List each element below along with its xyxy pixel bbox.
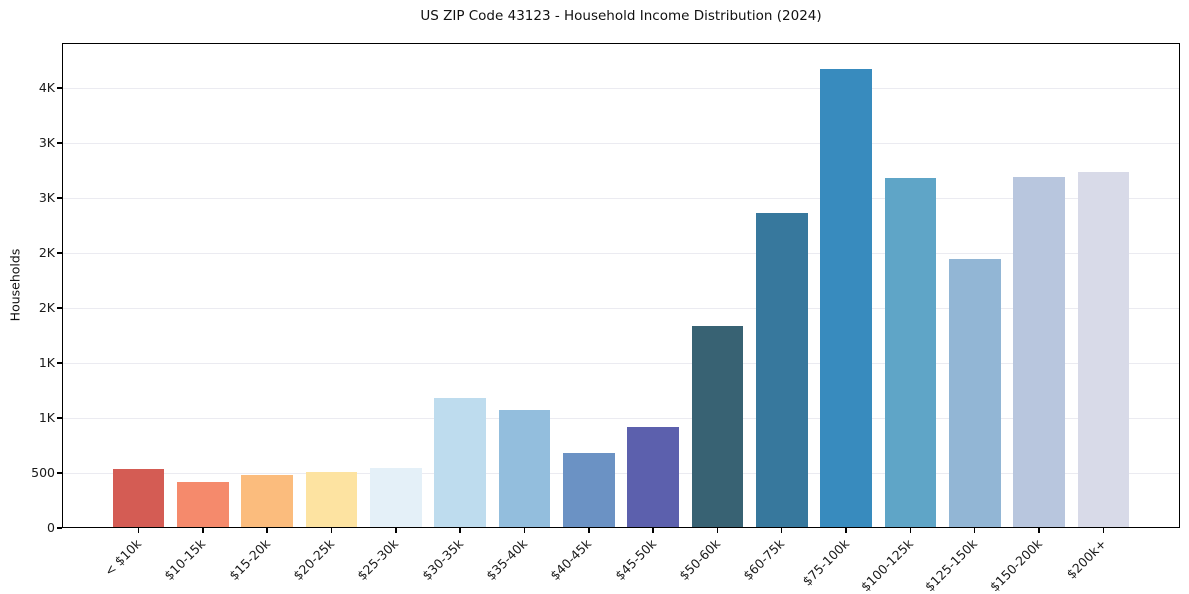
x-tick-mark [1102,528,1105,533]
gridline [62,87,1180,89]
x-tick-mark [909,528,912,533]
x-tick-mark [974,528,976,533]
x-tick-mark [523,528,526,533]
gridline [62,472,1180,474]
y-tick-label: 1K [38,410,55,426]
x-tick-mark [202,528,204,533]
x-tick-label-text: $25-30k [354,536,402,584]
bar [691,325,744,528]
x-tick-mark [652,528,654,533]
bar [884,178,937,528]
y-tick-label: 4K [38,80,55,96]
bar [112,469,165,528]
x-tick-label-text: $20-25k [290,536,338,584]
gridline [62,362,1180,364]
x-tick-label-text: $150-200k [986,536,1045,594]
x-tick-label-text: $200k+ [1063,536,1110,582]
bar [305,472,358,528]
y-tick-label: 3K [38,135,55,151]
x-tick-mark [330,528,333,533]
y-tick-mark [57,87,62,89]
bar [434,398,486,528]
bar [756,213,808,528]
x-tick-mark [459,528,461,533]
x-tick-label-text: $50-60k [676,536,724,584]
bar [177,482,229,528]
y-tick-label: 2K [38,245,55,261]
y-tick-mark [57,142,62,144]
bar [563,453,615,528]
x-tick-label-text: $10-15k [161,536,209,584]
gridline [62,142,1180,144]
bar [241,475,293,528]
x-tick-mark [137,528,140,533]
gridline [62,307,1180,309]
y-tick-mark [57,362,62,364]
x-tick-mark [588,528,590,533]
x-tick-mark [845,528,847,533]
bar [1013,177,1065,528]
gridline [62,417,1180,419]
x-tick-mark [1038,528,1040,533]
gridline [62,197,1180,199]
x-tick-mark [781,528,783,533]
x-tick-label-text: $15-20k [225,536,273,584]
y-tick-mark [57,252,62,254]
x-tick-label-text: $30-35k [418,536,466,584]
x-tick-label-text: $40-45k [547,536,595,584]
y-tick-mark [57,527,62,529]
x-tick-label-text: $100-125k [857,536,917,594]
x-tick-label-text: $60-75k [740,536,788,584]
y-tick-label: 3K [38,190,55,206]
y-tick-mark [57,197,62,199]
y-tick-label: 0 [47,520,55,535]
x-tick-label-text: $125-150k [922,536,981,594]
chart-title: US ZIP Code 43123 - Household Income Dis… [420,8,822,24]
bar [627,426,679,528]
gridline [62,252,1180,254]
bar [949,258,1001,528]
x-tick-mark [395,528,397,533]
plot-area [62,43,1180,528]
y-tick-label: 500 [31,465,55,480]
x-tick-label-text: $35-40k [483,536,531,584]
bar [498,410,551,528]
y-tick-mark [57,417,62,419]
x-tick-label-text: $75-100k [799,536,852,589]
y-tick-label: 2K [38,300,55,316]
plot-border [62,43,1180,528]
x-tick-label-text: < $10k [101,536,145,579]
x-tick-mark [266,528,268,533]
x-tick-mark [716,528,719,533]
bar [1077,171,1130,528]
y-tick-mark [57,307,62,309]
x-tick-label-text: $45-50k [611,536,659,584]
y-tick-mark [57,472,62,474]
bar [820,69,872,528]
bar [370,468,422,528]
y-tick-label: 1K [38,355,55,371]
